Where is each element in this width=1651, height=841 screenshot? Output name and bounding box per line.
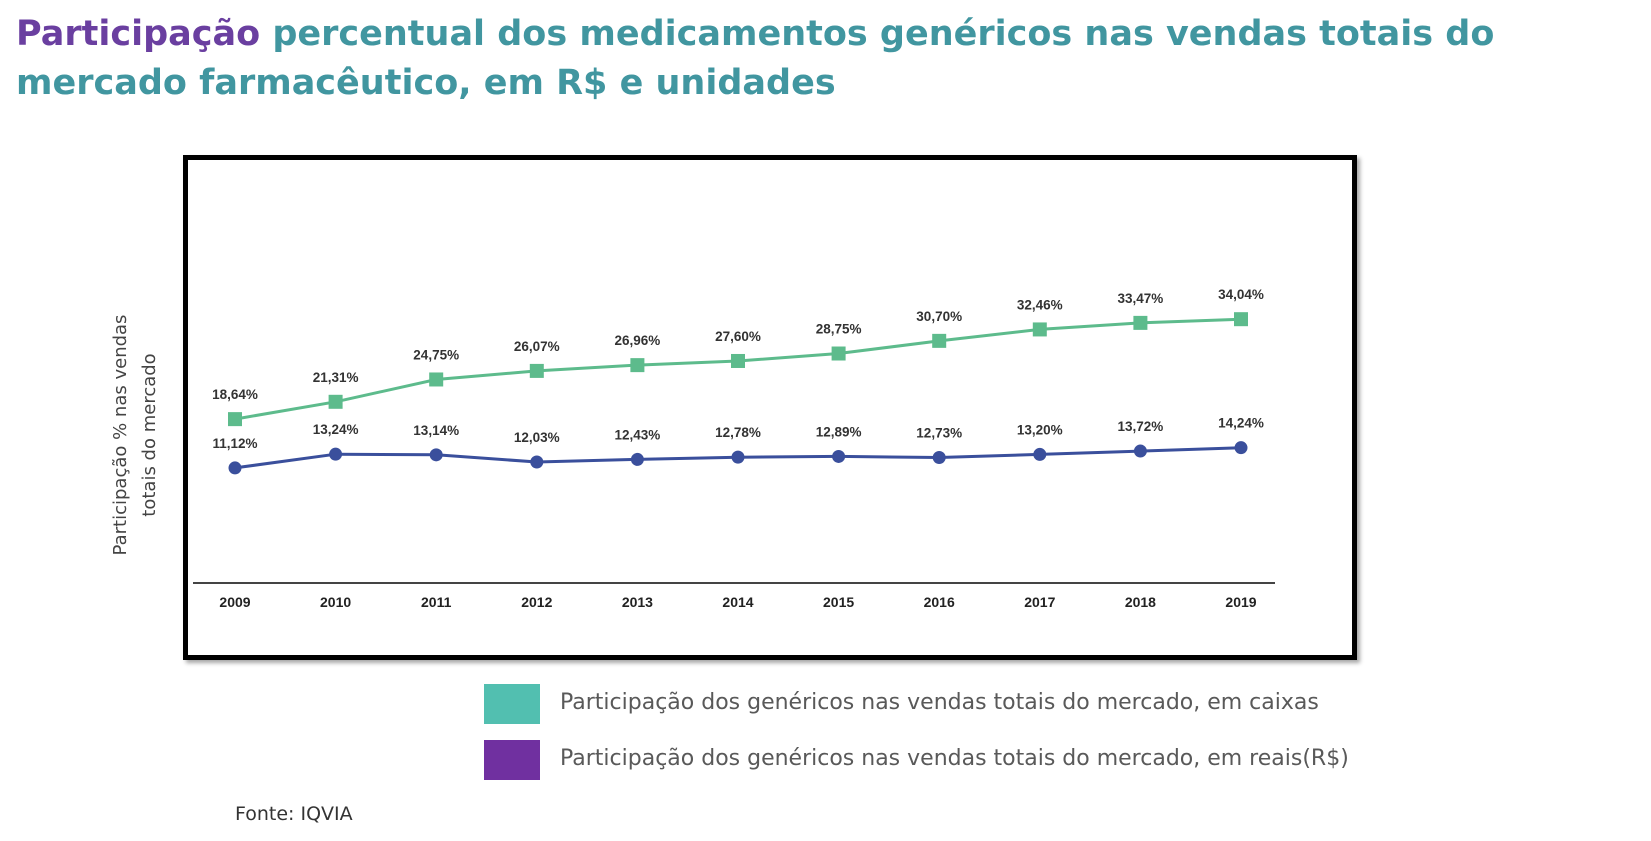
data-label-reais-2009: 11,12%	[212, 436, 257, 451]
point-caixas-2015	[831, 346, 846, 361]
source-note: Fonte: IQVIA	[235, 803, 353, 825]
data-label-reais-2017: 13,20%	[1017, 422, 1063, 437]
point-reais-2009	[228, 461, 242, 475]
point-reais-2017	[1033, 447, 1047, 461]
data-label-caixas-2010: 21,31%	[313, 370, 359, 385]
data-label-caixas-2012: 26,07%	[514, 339, 560, 354]
y-axis-label-text: Participação % nas vendas totais do merc…	[106, 315, 164, 556]
legend-item-reais: Participação dos genéricos nas vendas to…	[484, 740, 1424, 780]
legend-swatch-reais	[484, 740, 540, 780]
data-label-caixas-2019: 34,04%	[1218, 287, 1264, 302]
data-label-reais-2015: 12,89%	[816, 424, 862, 439]
data-label-reais-2010: 13,24%	[313, 422, 359, 437]
point-reais-2010	[329, 447, 343, 461]
data-label-reais-2019: 14,24%	[1218, 416, 1264, 431]
point-reais-2011	[429, 448, 443, 462]
point-caixas-2016	[932, 333, 947, 348]
y-axis-label: Participação % nas vendas totais do merc…	[95, 270, 175, 600]
data-label-reais-2016: 12,73%	[916, 425, 962, 440]
x-tick-label-2017: 2017	[1024, 594, 1055, 610]
data-label-caixas-2016: 30,70%	[916, 309, 962, 324]
y-axis-label-line-1: Participação % nas vendas	[110, 314, 131, 556]
data-label-reais-2014: 12,78%	[715, 425, 761, 440]
point-reais-2015	[832, 449, 846, 463]
point-caixas-2013	[630, 358, 645, 373]
point-reais-2016	[932, 450, 946, 464]
point-reais-2018	[1133, 444, 1147, 458]
x-tick-label-2011: 2011	[421, 594, 452, 610]
point-caixas-2014	[731, 353, 745, 368]
x-tick-label-2014: 2014	[722, 594, 753, 610]
title-rest: percentual dos medicamentos genéricos na…	[16, 14, 1495, 103]
data-label-reais-2011: 13,14%	[413, 423, 459, 438]
x-tick-label-2018: 2018	[1125, 594, 1156, 610]
point-reais-2013	[630, 452, 644, 466]
data-label-caixas-2018: 33,47%	[1118, 291, 1164, 306]
point-caixas-2011	[429, 372, 444, 387]
chart-frame: 2009 2010 2011 2012 2013 2014 2015 2016 2017 2018…	[183, 155, 1357, 660]
x-tick-label-2013: 2013	[622, 594, 653, 610]
point-caixas-2010	[328, 394, 343, 409]
point-caixas-2012	[529, 363, 544, 378]
data-label-caixas-2015: 28,75%	[816, 322, 862, 337]
x-tick-label-2012: 2012	[521, 594, 552, 610]
data-label-caixas-2011: 24,75%	[413, 347, 459, 362]
x-tick-label-2010: 2010	[320, 594, 351, 610]
legend-item-caixas: Participação dos genéricos nas vendas to…	[484, 684, 1424, 724]
point-caixas-2018	[1133, 315, 1148, 330]
point-reais-2012	[530, 455, 544, 469]
data-label-caixas-2017: 32,46%	[1017, 297, 1063, 312]
x-tick-label-2016: 2016	[924, 594, 955, 610]
x-tick-label-2009: 2009	[219, 594, 250, 610]
data-label-caixas-2013: 26,96%	[615, 333, 661, 348]
title-accent: Participação	[16, 14, 261, 54]
point-reais-2014	[731, 450, 745, 464]
data-label-caixas-2009: 18,64%	[212, 387, 258, 402]
legend-label-reais: Participação dos genéricos nas vendas to…	[560, 746, 1349, 771]
point-caixas-2019	[1234, 312, 1248, 327]
x-tick-label-2019: 2019	[1225, 594, 1256, 610]
page-title: Participação percentual dos medicamentos…	[16, 10, 1576, 108]
legend-swatch-caixas	[484, 684, 540, 724]
data-label-caixas-2014: 27,60%	[715, 329, 761, 344]
point-reais-2019	[1234, 441, 1248, 455]
line-chart: 2009 2010 2011 2012 2013 2014 2015 2016 2017 2018…	[193, 287, 1275, 610]
data-label-reais-2013: 12,43%	[615, 427, 661, 442]
data-label-reais-2012: 12,03%	[514, 430, 560, 445]
data-label-reais-2018: 13,72%	[1118, 419, 1164, 434]
y-axis-label-line-2: totais do mercado	[139, 353, 160, 517]
legend-label-caixas: Participação dos genéricos nas vendas to…	[560, 690, 1319, 715]
point-caixas-2009	[228, 412, 242, 427]
x-tick-label-2015: 2015	[823, 594, 854, 610]
point-caixas-2017	[1032, 322, 1047, 337]
